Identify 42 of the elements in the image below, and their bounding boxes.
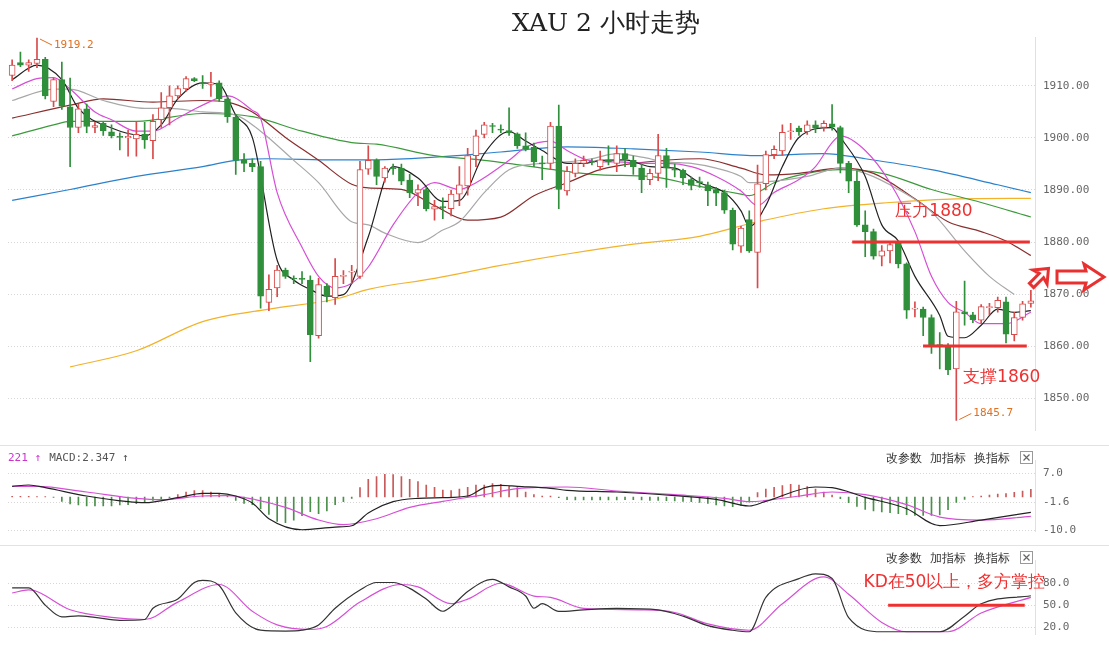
annotation: 换指标 [974, 450, 1010, 467]
candlestick [240, 153, 248, 173]
annotation: 221 ↑ [8, 451, 42, 464]
annotation: 改参数 [886, 550, 922, 567]
y-tick-label: -1.6 [1043, 495, 1070, 509]
line-series [69, 197, 1032, 368]
candlestick [787, 123, 794, 140]
candlestick [124, 129, 132, 157]
annotation: 1845.7 [973, 406, 1014, 420]
y-tick-label: 20.0 [1043, 619, 1070, 633]
annotation: 加指标 [930, 550, 966, 567]
y-tick-label: 1890.00 [1043, 182, 1090, 196]
candlestick [671, 163, 679, 178]
y-tick-label: 1880.00 [1043, 234, 1090, 248]
y-tick-label: 50.0 [1043, 598, 1070, 612]
ref-line-label: 支撑1860 [963, 365, 1041, 386]
candlestick [505, 107, 513, 136]
y-tick-label: 80.0 [1043, 576, 1070, 590]
annotation: 加指标 [930, 450, 966, 467]
annotation: 1919.2 [53, 37, 94, 51]
candlestick [861, 210, 869, 257]
y-tick-label: 1900.00 [1043, 130, 1090, 144]
annotation: 改参数 [886, 450, 922, 467]
candlestick [348, 265, 356, 284]
line-series [11, 98, 1032, 257]
chart-title: XAU 2 小时走势 [511, 7, 701, 39]
y-tick-label: 7.0 [1043, 466, 1063, 480]
y-tick-label: 1860.00 [1043, 338, 1090, 352]
y-tick-label: 1910.00 [1043, 78, 1090, 92]
y-tick-label: 1850.00 [1043, 391, 1090, 404]
candlestick [538, 155, 546, 180]
annotation: 换指标 [974, 550, 1010, 567]
y-tick-label: -10.0 [1043, 523, 1077, 537]
candlestick [911, 301, 919, 318]
annotation: MACD:2.347 ↑ [49, 451, 129, 464]
candlestick [207, 72, 215, 97]
candlestick [1027, 290, 1035, 308]
candlestick [290, 275, 298, 284]
y-tick-label: 1870.00 [1043, 286, 1090, 300]
line-series [11, 146, 1032, 201]
candlestick [33, 37, 41, 69]
candlestick [497, 124, 505, 134]
